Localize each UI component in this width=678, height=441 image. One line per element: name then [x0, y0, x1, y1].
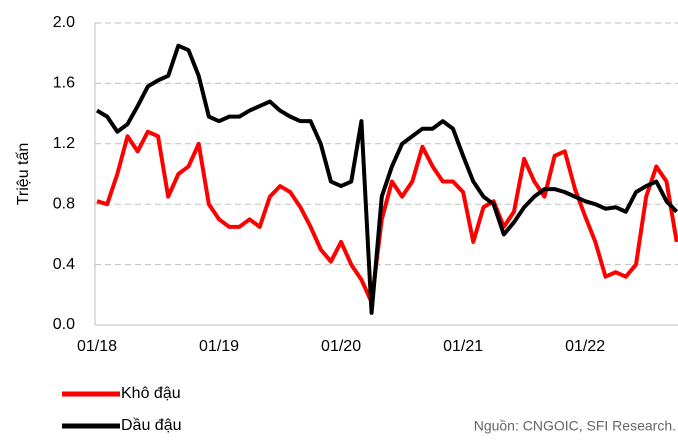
- x-tick-label: 01/19: [199, 338, 239, 355]
- y-tick-label: 0.0: [53, 316, 75, 333]
- legend-label: Khô đậu: [121, 385, 181, 402]
- y-tick-label: 2.0: [53, 14, 75, 31]
- x-tick-label: 01/22: [565, 338, 605, 355]
- line-series: [95, 43, 678, 315]
- line-series: [96, 129, 678, 305]
- legend-label: Dầu đậu: [121, 417, 182, 434]
- y-tick-label: 1.6: [53, 75, 75, 92]
- y-tick-label: 0.8: [53, 195, 75, 212]
- y-tick-label: 1.2: [53, 135, 75, 152]
- x-tick-label: 01/20: [321, 338, 361, 355]
- y-tick-label: 0.4: [53, 256, 75, 273]
- y-axis-label: Triệu tấn: [15, 143, 32, 206]
- x-tick-label: 01/21: [443, 338, 483, 355]
- source: Nguồn: CNGOIC, SFI Research.: [474, 418, 676, 434]
- x-tick-label: 01/18: [77, 338, 117, 355]
